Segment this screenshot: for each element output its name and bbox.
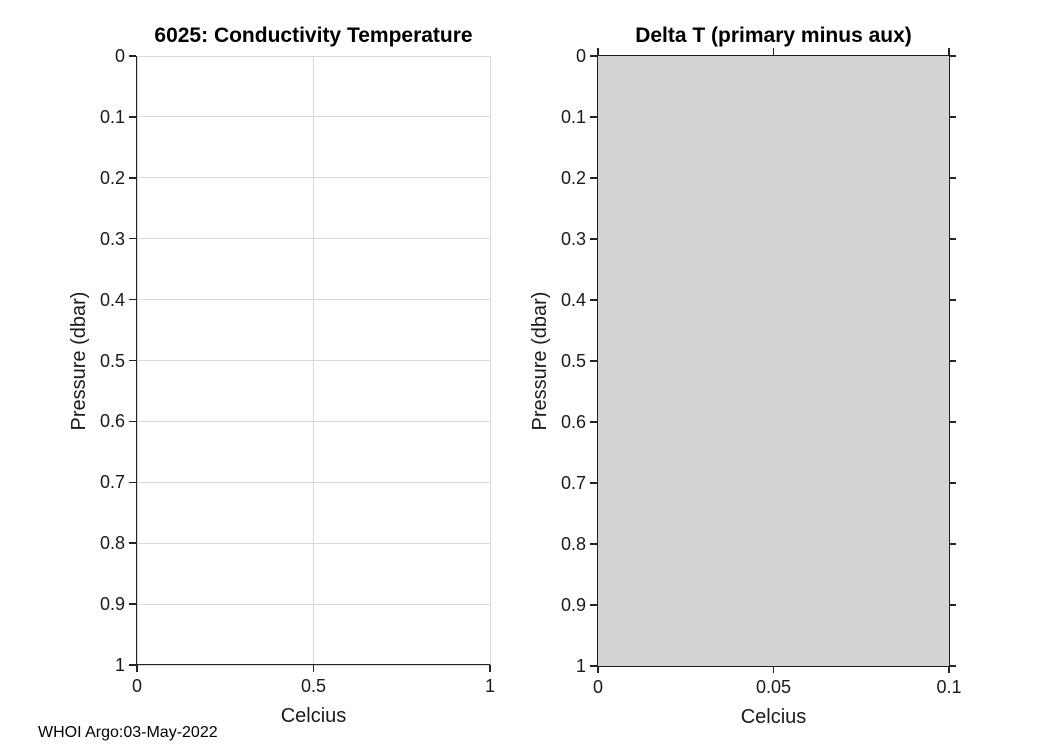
y-tick-label: 0.7 — [560, 473, 586, 493]
y-tick-mark — [589, 299, 597, 301]
y-tick-mark — [949, 360, 956, 362]
y-tick-mark — [589, 238, 597, 240]
y-tick-mark — [949, 604, 956, 606]
x-axis-line — [135, 663, 490, 665]
plot-title: 6025: Conductivity Temperature — [154, 24, 473, 47]
y-tick-label: 0.2 — [560, 168, 586, 188]
axes-box-border — [596, 54, 950, 667]
x-tick-mark — [772, 47, 775, 55]
y-tick-label: 0.6 — [560, 412, 586, 432]
y-tick-mark — [128, 481, 136, 484]
y-tick-label: 0.4 — [560, 290, 586, 310]
y-tick-mark — [949, 543, 956, 545]
y-tick-mark — [128, 55, 136, 57]
x-tick-mark — [948, 47, 950, 55]
y-tick-label: 0.4 — [99, 289, 125, 310]
x-axis-label: Celcius — [280, 705, 347, 727]
y-tick-label: 0.5 — [99, 350, 125, 371]
y-tick-mark — [128, 603, 136, 605]
x-tick-label: 0.1 — [936, 677, 962, 697]
x-tick-mark — [312, 665, 315, 672]
delta-t-plot: 0 0.1 0.2 0.3 0.4 0.5 0.6 0.7 0.8 0.9 1 0 0.05 0.1 Del… — [529, 25, 962, 727]
x-tick-mark — [597, 666, 599, 673]
y-tick-mark — [949, 299, 956, 301]
y-tick-mark — [949, 238, 956, 240]
y-tick-label: 0.1 — [560, 107, 586, 127]
y-tick-mark — [128, 116, 136, 118]
grid-line-vertical — [489, 56, 491, 665]
y-tick-mark — [949, 116, 956, 118]
y-tick-mark — [949, 55, 956, 57]
y-tick-label: 0.2 — [99, 167, 125, 188]
y-tick-mark — [589, 55, 597, 57]
y-tick-mark — [128, 542, 136, 544]
y-tick-mark — [949, 177, 956, 179]
x-axis-label: Celcius — [740, 706, 807, 728]
y-tick-label: 0.9 — [99, 594, 125, 615]
y-tick-label: 0.8 — [99, 533, 125, 554]
y-axis-label: Pressure (dbar) — [68, 291, 90, 430]
y-tick-mark — [589, 665, 597, 667]
y-tick-label: 0.1 — [99, 106, 125, 127]
y-tick-label: 1 — [114, 655, 125, 675]
y-tick-mark — [949, 665, 956, 667]
x-tick-label: 0.5 — [300, 676, 327, 696]
x-tick-label: 1 — [484, 676, 496, 696]
y-tick-mark — [589, 177, 597, 179]
y-tick-label: 1 — [575, 656, 586, 676]
y-tick-label: 0.6 — [99, 411, 125, 432]
y-tick-mark — [589, 116, 597, 118]
x-tick-mark — [136, 665, 138, 672]
y-tick-label: 0.9 — [560, 595, 586, 615]
y-tick-mark — [128, 664, 136, 666]
x-tick-mark — [489, 665, 491, 672]
y-tick-mark — [128, 420, 136, 423]
conductivity-temperature-plot: 0 0.1 0.2 0.3 0.4 0.5 0.6 0.7 0.8 0.9 1 0 0.5 1 6025: … — [68, 25, 495, 726]
x-tick-mark — [597, 47, 599, 55]
x-tick-mark — [772, 666, 775, 673]
y-tick-mark — [128, 177, 136, 179]
grid-line-vertical — [136, 56, 138, 665]
x-tick-mark — [948, 666, 950, 673]
delta-t-shaded-region — [598, 56, 949, 666]
y-tick-label: 0.5 — [560, 351, 586, 371]
y-tick-mark — [128, 298, 136, 301]
y-tick-mark — [589, 604, 597, 606]
y-tick-label: 0.8 — [560, 534, 586, 554]
y-axis-line — [135, 56, 137, 667]
y-tick-mark — [128, 237, 136, 240]
grid-line-vertical — [313, 56, 314, 665]
y-tick-mark — [589, 543, 597, 545]
y-tick-label: 0 — [575, 46, 586, 66]
y-tick-mark — [589, 482, 597, 484]
watermark-text: WHOI Argo:03-May-2022 — [38, 724, 218, 741]
y-tick-label: 0 — [114, 46, 125, 66]
y-tick-label: 0.3 — [99, 228, 125, 249]
x-tick-label: 0.05 — [755, 677, 792, 697]
plot-title: Delta T (primary minus aux) — [635, 24, 912, 47]
x-tick-label: 0 — [592, 677, 604, 697]
x-tick-label: 0 — [131, 676, 143, 696]
y-tick-label: 0.7 — [99, 472, 125, 493]
y-tick-mark — [128, 359, 136, 362]
y-tick-mark — [949, 482, 956, 484]
y-tick-mark — [949, 421, 956, 423]
y-axis-label: Pressure (dbar) — [529, 291, 551, 431]
y-tick-label: 0.3 — [560, 229, 586, 249]
y-tick-mark — [589, 360, 597, 362]
y-tick-mark — [589, 421, 597, 423]
